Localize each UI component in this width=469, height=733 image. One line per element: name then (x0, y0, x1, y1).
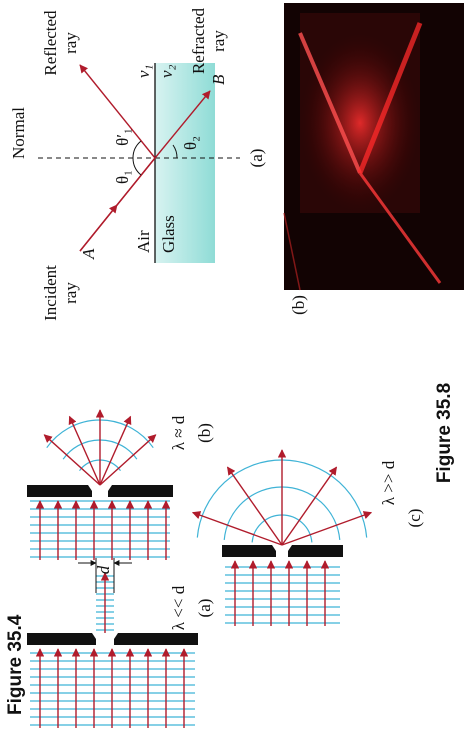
incident-label: Incident (41, 265, 60, 321)
ray (43, 434, 101, 486)
barrier (288, 545, 343, 557)
photo-ray (283, 212, 301, 291)
theta-2: θ₂ (181, 136, 200, 150)
reflected-ray (79, 64, 156, 159)
ray (99, 415, 132, 486)
ray (281, 511, 373, 546)
dimension-label: d (94, 565, 113, 574)
v-2: v₂ (157, 64, 176, 78)
photo-ray (298, 32, 362, 174)
condition: λ ≈ d (169, 415, 188, 450)
incident-label: ray (61, 282, 80, 304)
theta-1: θ₁ (113, 170, 132, 184)
glow (300, 33, 420, 213)
refracted-label: Refracted (189, 7, 208, 74)
point-b: B (209, 74, 228, 85)
panel-label: (b) (289, 295, 308, 315)
condition: λ >> d (379, 460, 398, 505)
normal-label: Normal (9, 107, 28, 159)
panel-label: (a) (247, 149, 266, 168)
photo-ray (358, 172, 442, 284)
barrier (222, 545, 276, 557)
photo-ray (357, 22, 423, 174)
ray (226, 466, 283, 546)
refraction-photo: (b) (283, 3, 464, 315)
glass-block (155, 63, 215, 263)
refracted-label: ray (209, 30, 228, 52)
barrier (108, 485, 173, 497)
figure-title: Figure 35.8 (434, 383, 455, 483)
panel-label: (b) (195, 423, 214, 443)
ray (191, 511, 283, 546)
incident-arrow (79, 157, 156, 252)
medium-2: Glass (159, 215, 178, 253)
figure-title: Figure 35.4 (5, 614, 26, 715)
condition: λ << d (169, 585, 188, 630)
angle-arc (172, 144, 178, 159)
barrier (27, 485, 92, 497)
reflected-label: Reflected (41, 10, 60, 76)
angle-arc (132, 140, 142, 159)
refracted-ray (154, 90, 211, 159)
panel-label: (c) (405, 509, 424, 528)
barrier (27, 633, 96, 645)
point-a: A (79, 248, 98, 260)
angle-arc (132, 157, 142, 176)
ray (68, 415, 101, 486)
ray (99, 434, 157, 486)
ray (281, 466, 338, 546)
diffraction-panels (27, 409, 373, 728)
refraction-diagram: Normal Incident ray A Reflected ray Refr… (9, 7, 266, 320)
theta-1-prime: θ′₁ (113, 128, 132, 146)
medium-1: Air (134, 230, 153, 253)
rotated-page: Figure 35.4 d λ << d (a) λ ≈ d (b) λ >> … (5, 3, 464, 728)
panel-label: (a) (195, 599, 214, 618)
barrier (114, 633, 198, 645)
v-1: v₁ (134, 65, 153, 78)
reflected-label: ray (61, 32, 80, 54)
